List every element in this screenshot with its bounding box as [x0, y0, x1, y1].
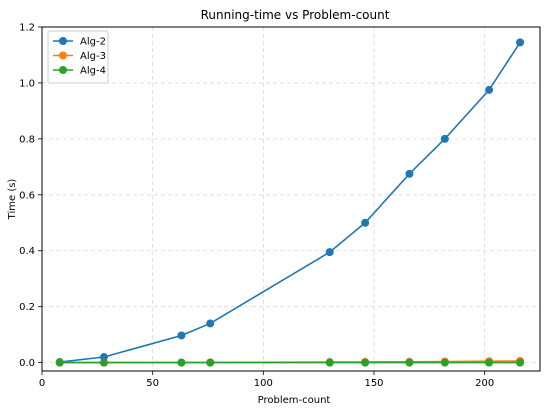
y-tick-label: 0.6 — [19, 190, 35, 201]
data-point-alg-2 — [99, 353, 108, 362]
data-point-alg-2 — [516, 38, 525, 47]
data-point-alg-2 — [206, 319, 215, 328]
data-point-alg-2 — [405, 169, 414, 178]
data-point-alg-4 — [361, 358, 370, 367]
x-tick-label: 150 — [364, 378, 383, 389]
y-tick-label: 1.0 — [19, 78, 35, 89]
y-tick-label: 0.4 — [19, 246, 35, 257]
data-point-alg-2 — [361, 218, 370, 227]
data-point-alg-4 — [177, 358, 186, 367]
data-point-alg-4 — [206, 358, 215, 367]
series-layer — [55, 38, 525, 367]
legend-label-alg-4: Alg-4 — [80, 66, 106, 77]
x-tick-label: 200 — [475, 378, 494, 389]
y-tick-label: 0.8 — [19, 134, 35, 145]
data-point-alg-2 — [440, 134, 449, 143]
data-point-alg-4 — [440, 358, 449, 367]
legend-label-alg-2: Alg-2 — [80, 37, 106, 48]
data-point-alg-4 — [325, 358, 334, 367]
axis-ticks: 0 50 100 150 200 0.0 0.2 0.4 0.6 0.8 1.0 1.2 — [19, 23, 494, 390]
x-tick-label: 0 — [39, 378, 45, 389]
data-point-alg-2 — [177, 331, 186, 340]
chart-title: Running-time vs Problem-count — [201, 8, 390, 22]
y-tick-label: 0.2 — [19, 302, 35, 313]
data-point-alg-4 — [99, 358, 108, 367]
y-axis-label: Time (s) — [7, 179, 18, 221]
data-point-alg-4 — [405, 358, 414, 367]
legend-label-alg-3: Alg-3 — [80, 51, 106, 62]
data-point-alg-4 — [485, 358, 494, 367]
data-point-alg-2 — [485, 85, 494, 94]
series-line-alg-2 — [59, 41, 521, 363]
x-tick-label: 100 — [254, 378, 273, 389]
grid — [41, 26, 540, 371]
data-point-alg-4 — [55, 358, 64, 367]
legend-marker-alg-4 — [59, 66, 67, 74]
y-tick-label: 0.0 — [19, 358, 35, 369]
legend-marker-alg-3 — [59, 51, 67, 60]
data-point-alg-4 — [516, 358, 525, 367]
x-tick-label: 50 — [146, 378, 159, 389]
legend-marker-alg-2 — [59, 37, 67, 45]
data-point-alg-2 — [325, 248, 334, 257]
y-tick-label: 1.2 — [19, 23, 35, 34]
plot-frame — [41, 26, 541, 372]
x-axis-label: Problem-count — [258, 395, 331, 406]
legend: Alg-2 Alg-3 Alg-4 — [47, 30, 109, 84]
